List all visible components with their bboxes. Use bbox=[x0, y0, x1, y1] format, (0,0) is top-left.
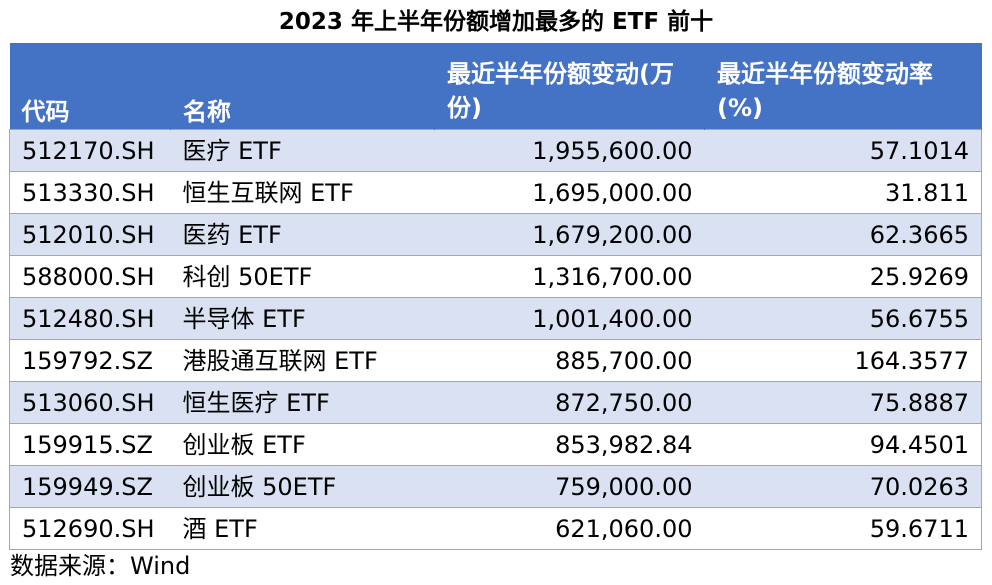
name-cell: 创业板 50ETF bbox=[170, 465, 435, 508]
name-cell: 酒 ETF bbox=[170, 507, 435, 550]
header-row: 代码 名称 最近半年份额变动(万份) 最近半年份额变动率(%) bbox=[9, 43, 982, 130]
share-change-cell: 1,679,200.00 bbox=[434, 213, 705, 256]
header-share-change-rate: 最近半年份额变动率(%) bbox=[704, 43, 982, 130]
share-change-cell: 1,955,600.00 bbox=[434, 129, 705, 172]
etf-table: 代码 名称 最近半年份额变动(万份) 最近半年份额变动率(%) 512170.S… bbox=[9, 43, 982, 550]
table-row: 512010.SH 医药 ETF 1,679,200.00 62.3665 bbox=[9, 213, 982, 256]
share-change-rate-cell: 75.8887 bbox=[704, 381, 982, 424]
name-cell: 恒生医疗 ETF bbox=[170, 381, 435, 424]
code-cell: 159949.SZ bbox=[9, 465, 171, 508]
share-change-rate-cell: 57.1014 bbox=[704, 129, 982, 172]
share-change-rate-cell: 56.6755 bbox=[704, 297, 982, 340]
code-cell: 159792.SZ bbox=[9, 339, 171, 382]
name-cell: 半导体 ETF bbox=[170, 297, 435, 340]
name-cell: 医疗 ETF bbox=[170, 129, 435, 172]
table-row: 513060.SH 恒生医疗 ETF 872,750.00 75.8887 bbox=[9, 381, 982, 424]
name-cell: 医药 ETF bbox=[170, 213, 435, 256]
code-cell: 588000.SH bbox=[9, 255, 171, 298]
share-change-rate-cell: 59.6711 bbox=[704, 507, 982, 550]
table-row: 588000.SH 科创 50ETF 1,316,700.00 25.9269 bbox=[9, 255, 982, 298]
share-change-cell: 759,000.00 bbox=[434, 465, 705, 508]
share-change-cell: 872,750.00 bbox=[434, 381, 705, 424]
share-change-cell: 621,060.00 bbox=[434, 507, 705, 550]
table-row: 159792.SZ 港股通互联网 ETF 885,700.00 164.3577 bbox=[9, 339, 982, 382]
header-share-change: 最近半年份额变动(万份) bbox=[434, 43, 705, 130]
table-row: 513330.SH 恒生互联网 ETF 1,695,000.00 31.811 bbox=[9, 171, 982, 214]
code-cell: 512480.SH bbox=[9, 297, 171, 340]
share-change-cell: 1,695,000.00 bbox=[434, 171, 705, 214]
share-change-cell: 853,982.84 bbox=[434, 423, 705, 466]
table-row: 159915.SZ 创业板 ETF 853,982.84 94.4501 bbox=[9, 423, 982, 466]
table-row: 512480.SH 半导体 ETF 1,001,400.00 56.6755 bbox=[9, 297, 982, 340]
share-change-rate-cell: 94.4501 bbox=[704, 423, 982, 466]
header-code: 代码 bbox=[9, 43, 171, 130]
code-cell: 513060.SH bbox=[9, 381, 171, 424]
table-title: 2023 年上半年份额增加最多的 ETF 前十 bbox=[278, 9, 714, 35]
table-row: 159949.SZ 创业板 50ETF 759,000.00 70.0263 bbox=[9, 465, 982, 508]
share-change-cell: 1,316,700.00 bbox=[434, 255, 705, 298]
share-change-rate-cell: 25.9269 bbox=[704, 255, 982, 298]
data-source-note: 数据来源：Wind bbox=[10, 552, 191, 580]
header-name: 名称 bbox=[170, 43, 435, 130]
share-change-cell: 1,001,400.00 bbox=[434, 297, 705, 340]
name-cell: 创业板 ETF bbox=[170, 423, 435, 466]
code-cell: 512010.SH bbox=[9, 213, 171, 256]
name-cell: 恒生互联网 ETF bbox=[170, 171, 435, 214]
code-cell: 159915.SZ bbox=[9, 423, 171, 466]
share-change-rate-cell: 31.811 bbox=[704, 171, 982, 214]
name-cell: 科创 50ETF bbox=[170, 255, 435, 298]
code-cell: 512170.SH bbox=[9, 129, 171, 172]
share-change-cell: 885,700.00 bbox=[434, 339, 705, 382]
share-change-rate-cell: 62.3665 bbox=[704, 213, 982, 256]
code-cell: 513330.SH bbox=[9, 171, 171, 214]
table-row: 512170.SH 医疗 ETF 1,955,600.00 57.1014 bbox=[9, 129, 982, 172]
table-row: 512690.SH 酒 ETF 621,060.00 59.6711 bbox=[9, 507, 982, 550]
name-cell: 港股通互联网 ETF bbox=[170, 339, 435, 382]
share-change-rate-cell: 164.3577 bbox=[704, 339, 982, 382]
code-cell: 512690.SH bbox=[9, 507, 171, 550]
table-body: 512170.SH 医疗 ETF 1,955,600.00 57.1014 51… bbox=[9, 129, 982, 550]
share-change-rate-cell: 70.0263 bbox=[704, 465, 982, 508]
